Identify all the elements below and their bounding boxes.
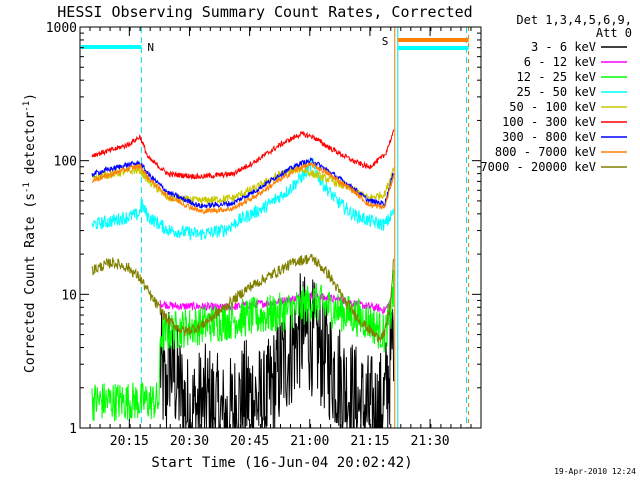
y-axis-label-part: Corrected Count Rate (s <box>23 193 38 373</box>
y-axis-label: Corrected Count Rate (s-1 detector-1) <box>22 93 38 373</box>
night-bar <box>81 45 142 49</box>
x-tick-label: 20:45 <box>230 434 269 449</box>
legend-label: 12 - 25 keV <box>517 70 596 84</box>
y-axis-label-exp: -1 <box>22 101 32 112</box>
legend-label: 7000 - 20000 keV <box>480 160 596 174</box>
series-line <box>91 253 395 343</box>
legend-label: 100 - 300 keV <box>502 115 596 129</box>
series-layer <box>91 129 395 429</box>
y-tick-label: 1 <box>69 422 77 437</box>
y-axis-label-part: ) <box>23 93 38 101</box>
legend-label: 3 - 6 keV <box>531 40 596 54</box>
series-line <box>91 162 395 215</box>
legend-label: 25 - 50 keV <box>517 85 596 99</box>
y-tick-label: 1000 <box>46 21 77 36</box>
y-tick-label: 100 <box>54 155 77 170</box>
series-line <box>91 157 395 242</box>
legend-label: 300 - 800 keV <box>502 130 596 144</box>
axes-layer: 1000 100 10 1 20:15 20:30 20:45 21:00 21:15 21:30 <box>46 21 482 449</box>
legend-header-line: Att 0 <box>596 26 632 40</box>
x-tick-label: 21:30 <box>411 434 450 449</box>
legend-label: 6 - 12 keV <box>524 55 596 69</box>
legend-header-line: Det 1,3,4,5,6,9, <box>516 13 632 27</box>
series-line <box>159 273 395 429</box>
x-tick-label: 20:30 <box>170 434 209 449</box>
x-axis-label: Start Time (16-Jun-04 20:02:42) <box>151 455 412 471</box>
y-tick-label: 10 <box>61 288 77 303</box>
saa-bar <box>397 38 469 42</box>
x-tick-label: 21:15 <box>350 434 389 449</box>
y-axis-label-part: detector <box>23 112 38 183</box>
x-tick-label: 21:00 <box>290 434 329 449</box>
marker-label-s: S <box>382 35 389 48</box>
legend-label: 50 - 100 keV <box>509 100 596 114</box>
y-axis-label-exp: -1 <box>22 182 32 193</box>
series-line <box>91 269 395 422</box>
legend-label: 800 - 7000 keV <box>495 145 596 159</box>
footer-date: 19-Apr-2010 12:24 <box>554 467 636 476</box>
chart-title: HESSI Observing Summary Count Rates, Cor… <box>57 3 472 21</box>
saa-bar <box>397 46 469 50</box>
series-line <box>91 129 395 180</box>
series-line <box>91 156 395 209</box>
x-tick-label: 20:15 <box>110 434 149 449</box>
marker-label-n: N <box>147 41 154 54</box>
